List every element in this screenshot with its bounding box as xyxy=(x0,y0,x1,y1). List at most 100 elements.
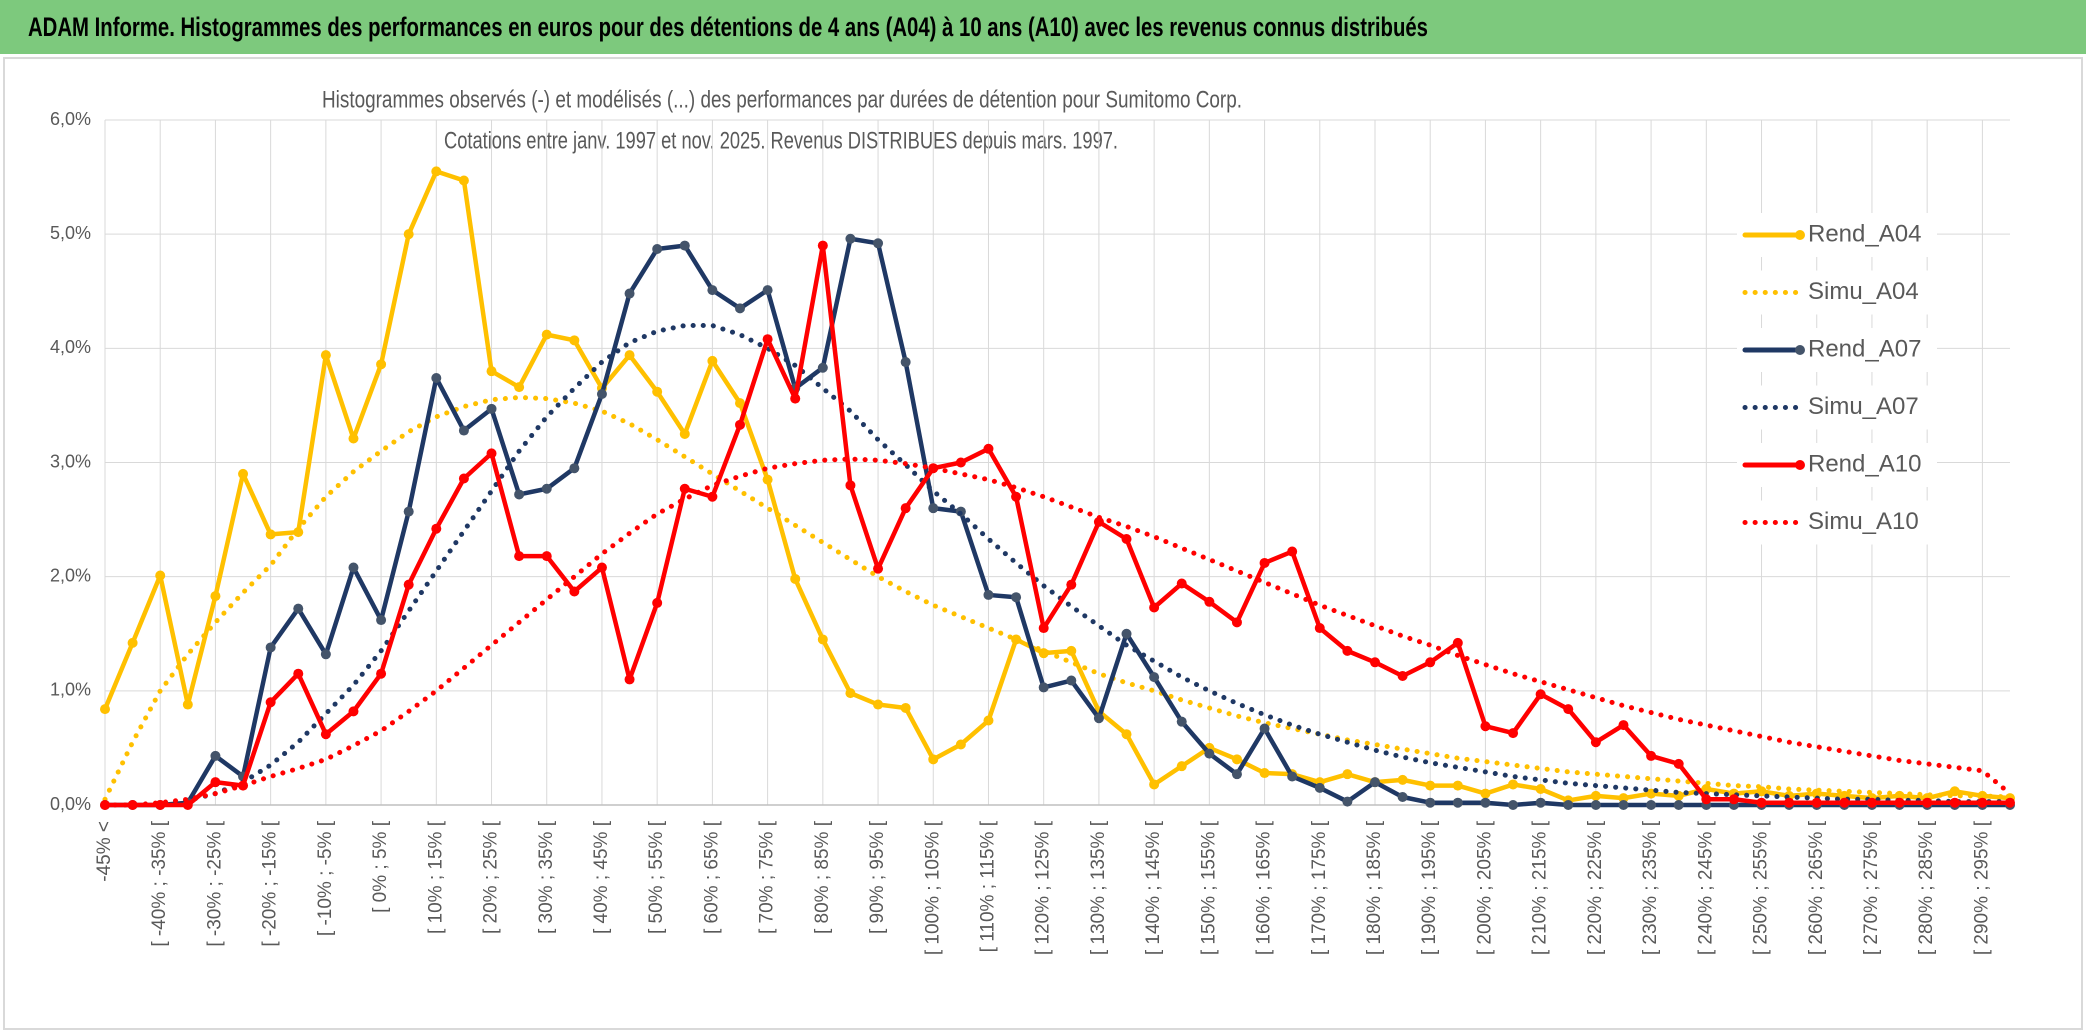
data-point xyxy=(1397,774,1408,785)
data-point xyxy=(127,637,138,648)
data-point xyxy=(1121,533,1132,544)
data-point xyxy=(514,551,525,562)
data-point xyxy=(1314,623,1325,634)
x-tick-label: [ 170% ; 175% [ xyxy=(1309,820,1330,955)
series-line xyxy=(102,236,2013,808)
data-point xyxy=(955,739,966,750)
data-point xyxy=(652,597,663,608)
data-point xyxy=(348,433,359,444)
data-point xyxy=(320,350,331,361)
data-point xyxy=(624,674,635,685)
data-point xyxy=(955,457,966,468)
data-point xyxy=(2005,797,2015,808)
series-line xyxy=(102,169,2013,803)
x-tick-label: [ 260% ; 265% [ xyxy=(1806,820,1827,955)
y-tick-label: 4,0% xyxy=(50,337,91,357)
x-tick-label: [ 50% ; 55% [ xyxy=(646,820,667,934)
x-tick-label: [ -30% ; -25% [ xyxy=(204,820,225,946)
data-point xyxy=(1563,800,1574,810)
data-point xyxy=(100,704,110,715)
data-point xyxy=(1508,779,1519,790)
series-line xyxy=(102,456,2013,808)
data-point xyxy=(1756,797,1767,808)
data-point xyxy=(735,419,745,430)
data-point xyxy=(1066,675,1077,686)
legend-label: Simu_A04 xyxy=(1808,278,1919,305)
data-point xyxy=(1259,557,1270,568)
data-point xyxy=(1342,645,1353,656)
data-point xyxy=(1618,800,1629,810)
data-point xyxy=(431,166,442,177)
data-point xyxy=(596,562,607,573)
data-point xyxy=(983,589,994,600)
data-point xyxy=(1259,723,1270,734)
data-point xyxy=(1480,797,1491,808)
data-point xyxy=(1728,794,1739,805)
chart-subtitle: Cotations entre janv. 1997 et nov. 2025.… xyxy=(444,127,1118,154)
x-tick-label: [ 90% ; 95% [ xyxy=(867,820,888,934)
y-tick-label: 6,0% xyxy=(50,109,91,129)
chart-frame xyxy=(3,57,2083,1030)
x-tick-label: [ 60% ; 65% [ xyxy=(701,820,722,934)
y-tick-label: 0,0% xyxy=(50,794,91,814)
data-point xyxy=(1342,769,1353,780)
legend-label: Rend_A07 xyxy=(1808,335,1921,362)
y-tick-label: 3,0% xyxy=(50,451,91,471)
data-point xyxy=(817,362,828,373)
data-point xyxy=(762,474,773,485)
data-point xyxy=(569,586,580,597)
x-tick-label: [ 210% ; 215% [ xyxy=(1530,820,1551,955)
data-point xyxy=(652,244,663,255)
data-point xyxy=(1590,790,1601,801)
data-point xyxy=(1508,728,1519,739)
data-point xyxy=(376,615,387,626)
data-point xyxy=(458,473,469,484)
data-point xyxy=(1784,797,1795,808)
data-point xyxy=(1452,637,1463,648)
data-point xyxy=(1646,800,1657,810)
data-point xyxy=(1231,769,1242,780)
data-point xyxy=(1176,761,1187,772)
data-point xyxy=(238,468,249,479)
data-point xyxy=(376,668,387,679)
x-tick-label: [ 160% ; 165% [ xyxy=(1254,820,1275,955)
data-point xyxy=(458,425,469,436)
data-point xyxy=(486,366,497,377)
data-point xyxy=(707,285,718,296)
data-point xyxy=(1590,737,1601,748)
data-point xyxy=(1149,602,1160,613)
data-point xyxy=(679,428,690,439)
data-point xyxy=(1480,721,1491,732)
data-point xyxy=(1287,771,1298,782)
data-point xyxy=(1839,797,1850,808)
x-tick-label: [ -20% ; -15% [ xyxy=(260,820,281,946)
data-point xyxy=(486,403,497,414)
data-point xyxy=(348,706,359,717)
data-point xyxy=(210,750,221,761)
data-point xyxy=(210,777,221,788)
data-point xyxy=(762,334,773,345)
data-point xyxy=(928,503,939,514)
data-point xyxy=(431,373,442,384)
x-tick-label: [ 280% ; 285% [ xyxy=(1916,820,1937,955)
data-point xyxy=(1894,797,1905,808)
x-tick-label: [ 200% ; 205% [ xyxy=(1474,820,1495,955)
data-point xyxy=(845,688,856,699)
data-point xyxy=(845,480,856,491)
data-point xyxy=(1949,786,1960,797)
data-point xyxy=(1231,617,1242,628)
data-point xyxy=(1425,797,1436,808)
data-point xyxy=(817,240,828,251)
data-point xyxy=(1066,579,1077,590)
legend-label: Simu_A10 xyxy=(1808,508,1919,535)
data-point xyxy=(679,240,690,251)
data-point xyxy=(735,398,745,409)
series-line xyxy=(102,243,2013,808)
y-tick-label: 2,0% xyxy=(50,565,91,585)
data-point xyxy=(1370,777,1380,788)
x-tick-label: [ 70% ; 75% [ xyxy=(757,820,778,934)
x-tick-label: [ 290% ; 295% [ xyxy=(1971,820,1992,955)
data-point xyxy=(569,335,580,346)
data-point xyxy=(1508,800,1519,810)
